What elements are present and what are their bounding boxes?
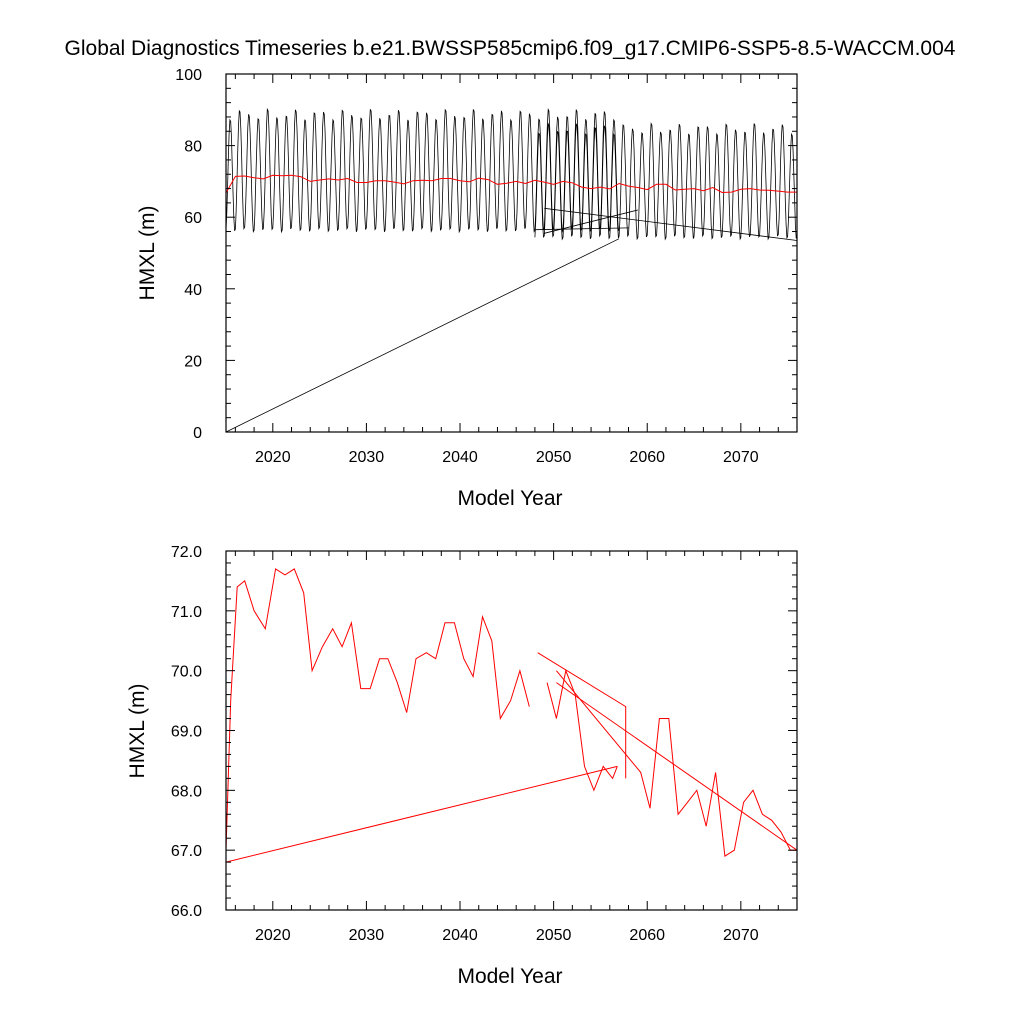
x-tick-label: 2050 xyxy=(536,449,572,466)
series-0-segment-0 xyxy=(225,107,620,234)
x-tick-label: 2030 xyxy=(349,927,385,944)
series-0-line xyxy=(225,568,530,851)
series-0-artifact-1 xyxy=(537,652,627,779)
bottom-x-axis-title: Model Year xyxy=(457,965,562,988)
series-0-artifact-2 xyxy=(544,207,798,241)
top-x-axis-title: Model Year xyxy=(457,487,562,510)
bottom-panel: 2020 2030 2040 2050 2060 2070 66.0 67.0 68.0 69.0… xyxy=(126,544,798,988)
y-tick-label: 66.0 xyxy=(171,903,202,920)
x-tick-label: 2060 xyxy=(629,449,665,466)
top-plot-marks xyxy=(225,107,798,433)
top-y-axis-title: HMXL (m) xyxy=(136,206,159,301)
x-tick-label: 2030 xyxy=(349,449,385,466)
series-1-line xyxy=(225,174,797,194)
plot-border xyxy=(225,73,798,433)
series-0-artifact-0 xyxy=(225,238,620,433)
x-tick-label: 2040 xyxy=(442,927,478,944)
series-0-artifact-2 xyxy=(546,668,618,792)
y-tick-label: 72.0 xyxy=(171,544,202,561)
series-0-artifact-3 xyxy=(556,670,797,857)
y-tick-label: 80 xyxy=(184,139,202,156)
y-tick-label: 71.0 xyxy=(171,604,202,621)
y-tick-label: 69.0 xyxy=(171,724,202,741)
x-tick-label: 2050 xyxy=(536,927,572,944)
series-0 xyxy=(225,568,798,863)
x-tick-label: 2070 xyxy=(723,449,759,466)
figure-title: Global Diagnostics Timeseries b.e21.BWSS… xyxy=(65,37,956,60)
y-tick-label: 67.0 xyxy=(171,843,202,860)
series-0-artifact-3 xyxy=(544,209,638,234)
series-0-artifact-4 xyxy=(556,682,798,851)
bottom-y-axis-title: HMXL (m) xyxy=(126,684,149,779)
bottom-plot-frame: 2020 2030 2040 2050 2060 2070 66.0 67.0 68.0 69.0… xyxy=(171,544,798,944)
y-tick-label: 40 xyxy=(184,282,202,299)
x-tick-label: 2020 xyxy=(255,927,291,944)
x-tick-label: 2070 xyxy=(723,927,759,944)
y-tick-label: 0 xyxy=(193,425,202,442)
x-tick-label: 2020 xyxy=(255,449,291,466)
series-0-artifact-1 xyxy=(534,227,629,231)
y-tick-label: 60 xyxy=(184,210,202,227)
y-tick-label: 70.0 xyxy=(171,664,202,681)
x-tick-label: 2040 xyxy=(442,449,478,466)
bottom-plot-marks xyxy=(225,568,798,863)
y-tick-label: 100 xyxy=(175,67,202,84)
y-tick-label: 20 xyxy=(184,353,202,370)
series-0-artifact-0 xyxy=(225,765,618,863)
plot-border xyxy=(225,550,798,911)
series-1 xyxy=(225,174,797,194)
series-0-segment-1 xyxy=(534,122,798,241)
series-0 xyxy=(225,107,798,433)
x-tick-label: 2060 xyxy=(629,927,665,944)
y-tick-label: 68.0 xyxy=(171,783,202,800)
